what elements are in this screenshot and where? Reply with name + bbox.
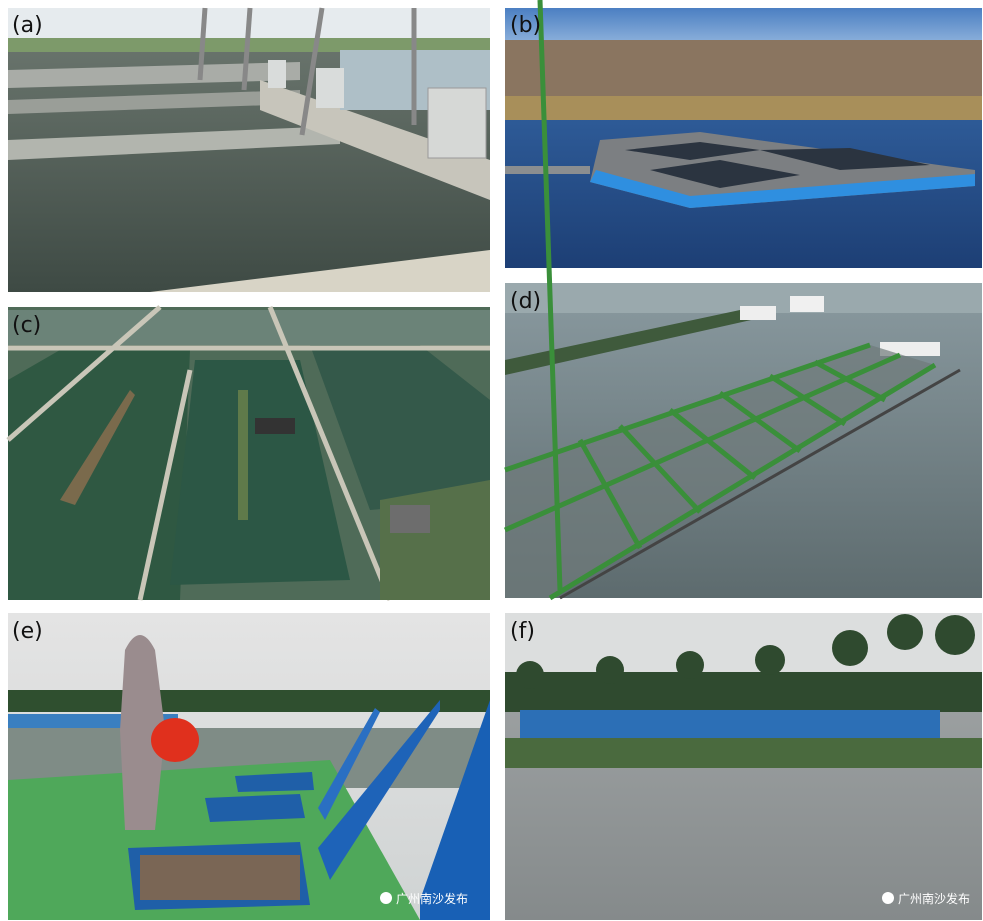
panel-a bbox=[8, 7, 490, 292]
panel-d bbox=[503, 0, 982, 601]
panel-label: (e) bbox=[12, 619, 43, 644]
watermark: 广州南沙发布 bbox=[396, 891, 468, 906]
panel-c bbox=[6, 305, 490, 601]
panel-label: (b) bbox=[510, 13, 541, 38]
watermark-icon bbox=[882, 892, 894, 904]
panel-e bbox=[8, 613, 490, 920]
panel-label: (c) bbox=[12, 313, 41, 338]
panel-label: (f) bbox=[510, 619, 535, 644]
panel-b bbox=[505, 8, 982, 268]
panel-label: (d) bbox=[510, 289, 541, 314]
panel-label: (a) bbox=[12, 13, 43, 38]
watermark-icon bbox=[380, 892, 392, 904]
watermark: 广州南沙发布 bbox=[898, 891, 970, 906]
panel-f bbox=[505, 613, 982, 920]
